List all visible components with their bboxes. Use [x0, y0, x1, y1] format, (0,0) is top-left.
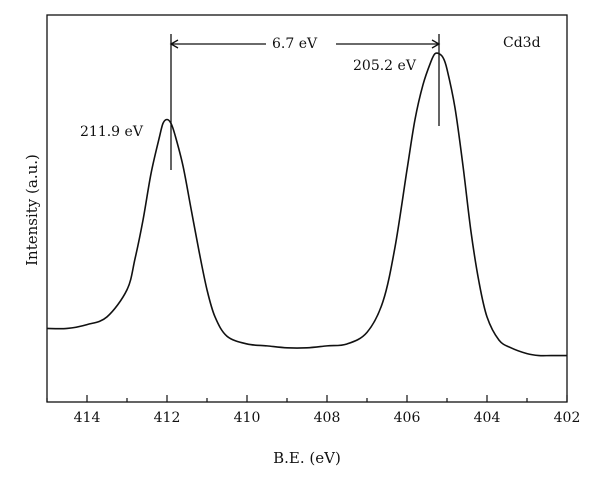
x-axis-label: B.E. (eV) — [273, 449, 341, 467]
x-tick-label: 406 — [394, 410, 421, 426]
separation-label: 6.7 eV — [272, 36, 318, 52]
separation-arrowhead-right — [431, 39, 441, 49]
peak-annotations — [169, 34, 441, 170]
x-tick-label: 402 — [554, 410, 581, 426]
peak-label-right: 205.2 eV — [353, 58, 417, 74]
x-tick-label: 410 — [234, 410, 261, 426]
x-tick-label: 404 — [474, 410, 501, 426]
element-label: Cd3d — [503, 35, 541, 51]
peak-label-left: 211.9 eV — [80, 124, 144, 140]
separation-arrowhead-left — [169, 39, 179, 49]
plot-frame — [46, 14, 568, 403]
x-tick-label: 414 — [74, 410, 101, 426]
x-tick-label: 408 — [314, 410, 341, 426]
spectrum-line — [46, 52, 567, 357]
x-tick-label: 412 — [154, 410, 181, 426]
y-axis-label: Intensity (a.u.) — [23, 154, 41, 266]
x-axis-ticks: 414 412 410 408 406 404 402 — [46, 395, 581, 426]
